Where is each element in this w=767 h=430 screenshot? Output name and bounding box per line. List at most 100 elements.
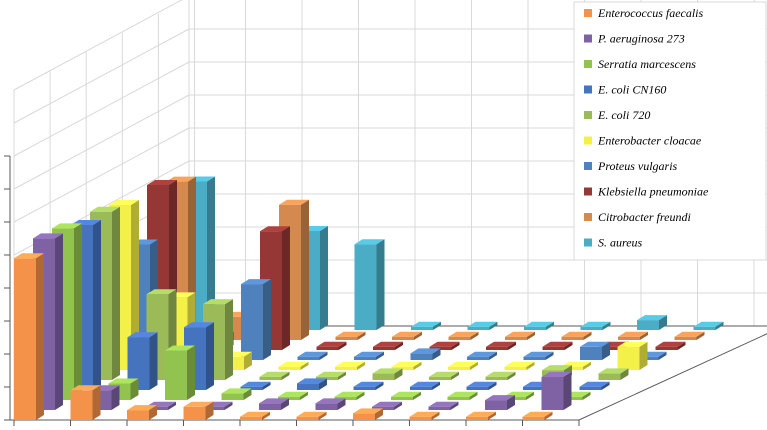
- bar-front: [14, 258, 36, 420]
- bar-top: [147, 180, 177, 185]
- bar-side: [55, 233, 63, 410]
- bar: [617, 341, 648, 370]
- bar-front: [410, 386, 432, 390]
- bar-top: [579, 381, 610, 387]
- bar-front: [542, 346, 565, 350]
- bar-side: [394, 368, 403, 380]
- bar-side: [488, 381, 497, 390]
- bar: [598, 368, 629, 380]
- bar-side: [470, 361, 478, 370]
- bar-front: [541, 377, 564, 410]
- bar: [448, 361, 478, 370]
- bar: [524, 321, 554, 330]
- bar-side: [639, 341, 648, 370]
- bar-top: [90, 206, 120, 212]
- bar-top: [297, 351, 328, 357]
- bar-front: [523, 386, 545, 390]
- bar-top: [618, 331, 648, 337]
- bar-side: [376, 351, 384, 360]
- legend-box: [573, 1, 767, 261]
- bar-side: [545, 351, 554, 360]
- bar-top: [542, 341, 573, 347]
- bar: [392, 331, 422, 340]
- bar-side: [620, 368, 629, 380]
- bar-side: [357, 331, 366, 340]
- bar: [467, 321, 498, 330]
- bar-front: [448, 366, 470, 370]
- bar-side: [300, 361, 309, 370]
- legend-swatch: [584, 85, 592, 94]
- bar-front: [428, 406, 451, 410]
- bar: [467, 351, 497, 360]
- bar-side: [244, 351, 252, 370]
- bar-top: [33, 233, 63, 239]
- bar: [466, 381, 497, 390]
- bar: [335, 331, 366, 340]
- bar: [183, 401, 214, 420]
- bar-top: [240, 381, 271, 387]
- bar-front: [335, 366, 357, 370]
- bar-top: [429, 371, 459, 377]
- bar-top: [561, 331, 592, 337]
- bar-top: [486, 341, 516, 347]
- bar-side: [395, 341, 403, 350]
- bar-side: [489, 351, 497, 360]
- gridline-side: [13, 28, 190, 124]
- bar-side: [563, 372, 572, 410]
- legend-label: S. aureus: [598, 236, 643, 250]
- bar-side: [715, 321, 724, 330]
- bar-side: [281, 371, 290, 380]
- bar-side: [602, 321, 611, 330]
- bar-top: [655, 341, 686, 347]
- bar-side: [301, 199, 309, 340]
- bar-side: [433, 321, 441, 330]
- bar-front: [334, 396, 357, 400]
- bar-front: [221, 393, 244, 400]
- bar-side: [413, 361, 422, 370]
- bar: [127, 332, 158, 390]
- legend-swatch: [584, 162, 592, 170]
- bar-front: [522, 416, 545, 420]
- bar: [410, 381, 440, 390]
- bar-top: [617, 341, 648, 347]
- bar-side: [149, 332, 158, 390]
- bar-top: [335, 331, 366, 337]
- bar: [448, 331, 479, 340]
- bar: [14, 253, 44, 420]
- bar-front: [466, 416, 488, 420]
- bar-front: [335, 336, 358, 340]
- bar-side: [658, 351, 667, 360]
- bar-side: [205, 401, 214, 420]
- bar-top: [259, 398, 289, 404]
- bar-front: [297, 356, 320, 360]
- bar-side: [413, 391, 421, 400]
- bar: [693, 321, 724, 330]
- bar-top: [411, 321, 441, 327]
- bar-top: [316, 341, 347, 347]
- bar: [580, 321, 611, 330]
- bar-side: [564, 341, 573, 350]
- bar-top: [260, 226, 290, 232]
- bar: [372, 401, 402, 410]
- bar-top: [391, 391, 421, 397]
- bar-top: [505, 331, 535, 337]
- bar-front: [617, 346, 640, 370]
- bar-top: [392, 331, 422, 337]
- bar-side: [338, 341, 347, 350]
- bar-top: [580, 341, 610, 347]
- bar-front: [580, 326, 603, 330]
- bar: [297, 378, 327, 390]
- bar-side: [168, 401, 176, 410]
- bar-front: [278, 396, 300, 400]
- bar: [541, 372, 572, 410]
- legend-label: Proteus vulgaris: [597, 159, 678, 173]
- bar-front: [505, 336, 527, 340]
- bar-front: [447, 396, 470, 400]
- bar: [410, 348, 441, 360]
- bar-top: [580, 321, 611, 327]
- bar-front: [618, 336, 640, 340]
- bar-side: [414, 331, 422, 340]
- bar-side: [432, 348, 441, 360]
- bar: [655, 341, 686, 350]
- bar-side: [432, 381, 440, 390]
